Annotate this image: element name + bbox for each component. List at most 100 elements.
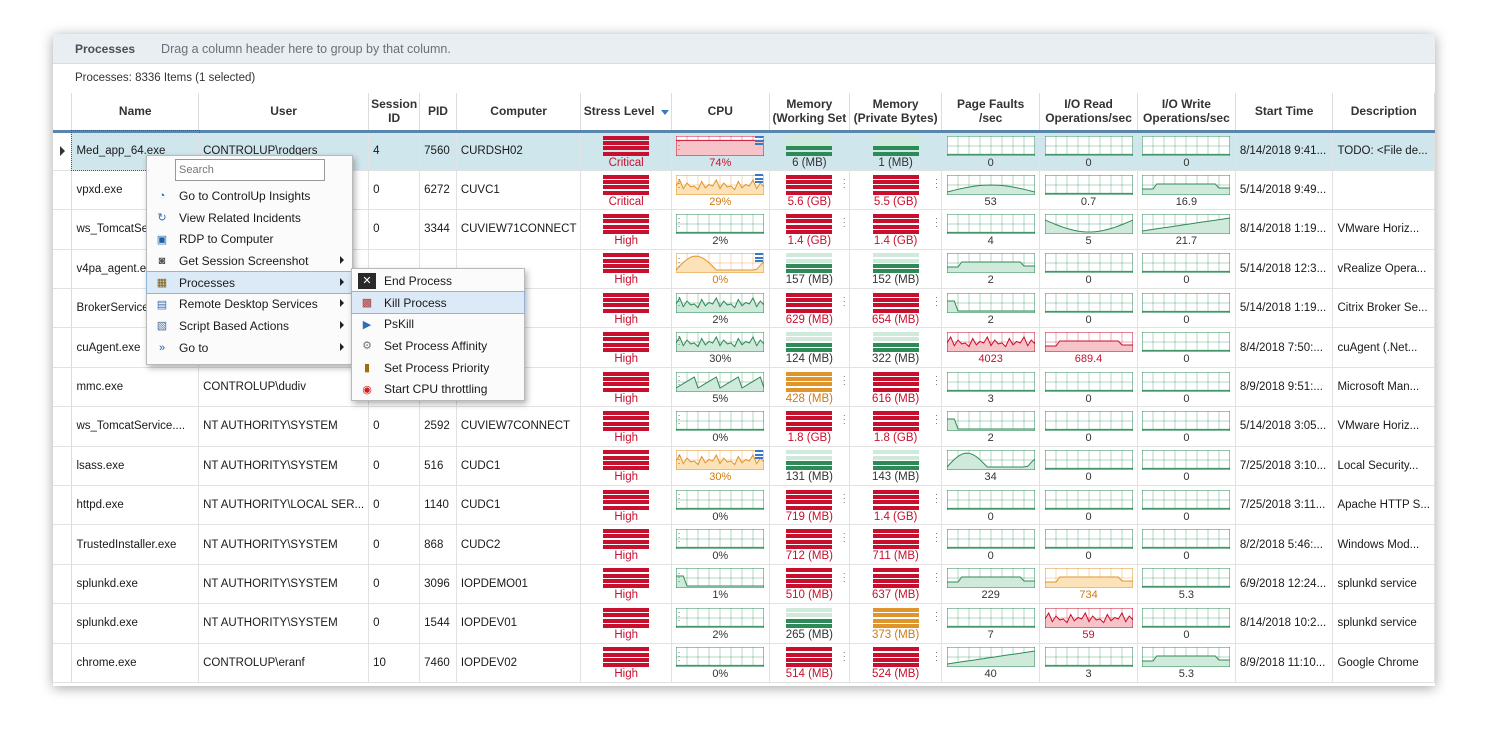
cpu-details-menu-icon[interactable] xyxy=(754,252,763,262)
table-row[interactable]: cuAgent.exe High 30%... 124 (MB) 322 (MB) 402… xyxy=(53,327,1435,368)
memory-private-bytes-more-icon[interactable]: ... xyxy=(935,644,938,663)
stress-level-level-bars xyxy=(603,568,650,589)
group-by-bar[interactable]: Processes Drag a column header here to g… xyxy=(53,34,1435,64)
table-row[interactable]: mmc.exe CONTROLUP\dudiv High 5%... 428 (MB).… xyxy=(53,367,1435,408)
menu-item-label: Script Based Actions xyxy=(179,318,290,333)
column-header-name[interactable]: Name xyxy=(71,93,200,133)
menu-item-processes[interactable]: ▦ Processes xyxy=(146,270,353,295)
menu-item-go-to-controlup-insights[interactable]: ◔ Go to ControlUp Insights xyxy=(147,185,352,207)
column-header-memory-working-set[interactable]: Memory (Working Set xyxy=(769,93,850,133)
menu-item-get-session-screenshot[interactable]: ◙ Get Session Screenshot xyxy=(147,250,352,272)
row-indicator xyxy=(53,367,73,408)
menu-item-pskill[interactable]: ▶ PsKill xyxy=(352,313,524,335)
table-row[interactable]: splunkd.exe NT AUTHORITY\SYSTEM 0 3096 IOPDE… xyxy=(53,564,1435,605)
script-icon: ▧ xyxy=(156,320,168,333)
memory-working-set-more-icon[interactable]: ... xyxy=(842,526,846,545)
sort-desc-icon xyxy=(660,109,669,115)
cpu-more-icon[interactable]: ... xyxy=(677,447,681,466)
memory-working-set-more-icon[interactable]: ... xyxy=(842,487,846,506)
column-header-session-id[interactable]: Session ID xyxy=(368,93,421,133)
memory-private-bytes-more-icon[interactable]: ... xyxy=(935,368,938,387)
column-header-i-o-read-operations-sec[interactable]: I/O Read Operations/sec xyxy=(1039,93,1138,133)
menu-item-end-process[interactable]: ✕ End Process xyxy=(352,270,524,292)
column-header-stress-level[interactable]: Stress Level xyxy=(580,93,672,133)
memory-working-set-more-icon[interactable]: ... xyxy=(842,368,846,387)
cpu-column-cell: 0%... xyxy=(671,643,770,683)
column-header-computer[interactable]: Computer xyxy=(456,93,582,133)
column-header-pid[interactable]: PID xyxy=(419,93,457,133)
table-row[interactable]: splunkd.exe NT AUTHORITY\SYSTEM 0 1544 IOPDE… xyxy=(53,603,1435,644)
table-row[interactable]: ws_TomcatService.... NT AUTHORITY\SYSTEM 0… xyxy=(53,406,1435,447)
cpu-more-icon[interactable]: ... xyxy=(677,368,681,387)
table-row[interactable]: chrome.exe CONTROLUP\eranf 10 7460 IOPDEV02 H… xyxy=(53,643,1435,683)
stress-level-value: High xyxy=(614,234,638,247)
page-faults-sparkline xyxy=(946,607,1035,628)
cpu-more-icon[interactable]: ... xyxy=(677,565,681,584)
cpu-more-icon[interactable]: ... xyxy=(677,487,681,506)
column-header-i-o-write-operations-sec[interactable]: I/O Write Operations/sec xyxy=(1137,93,1236,133)
cpu-trend xyxy=(676,231,765,234)
cpu-more-icon[interactable]: ... xyxy=(677,211,681,230)
menu-item-label: Get Session Screenshot xyxy=(179,253,309,268)
menu-item-rdp-to-computer[interactable]: ▣ RDP to Computer xyxy=(147,228,352,250)
cpu-details-menu-icon[interactable] xyxy=(754,135,763,145)
cpu-more-icon[interactable]: ... xyxy=(677,133,681,152)
cpu-more-icon[interactable]: ... xyxy=(677,171,681,190)
table-row[interactable]: httpd.exe NT AUTHORITY\LOCAL SER... 0 1140 C… xyxy=(53,485,1435,526)
page-faults-trend xyxy=(946,153,1035,156)
menu-item-start-cpu-throttling[interactable]: ◉ Start CPU throttling xyxy=(352,378,524,400)
menu-item-kill-process[interactable]: ▩ Kill Process xyxy=(351,290,525,315)
menu-item-view-related-incidents[interactable]: ↻ View Related Incidents xyxy=(147,207,352,229)
cpu-details-menu-icon[interactable] xyxy=(754,449,763,459)
cpu-more-icon[interactable]: ... xyxy=(677,329,681,348)
memory-private-bytes-more-icon[interactable]: ... xyxy=(935,408,938,427)
memory-private-bytes-more-icon[interactable]: ... xyxy=(935,211,938,230)
cpu-more-icon[interactable]: ... xyxy=(677,250,681,269)
memory-private-bytes-bar-segment xyxy=(872,151,919,156)
menu-item-remote-desktop-services[interactable]: ▤ Remote Desktop Services xyxy=(147,293,352,315)
memory-private-bytes-more-icon[interactable]: ... xyxy=(935,565,938,584)
cpu-more-icon[interactable]: ... xyxy=(677,526,681,545)
menu-item-set-process-affinity[interactable]: ⚙ Set Process Affinity xyxy=(352,335,524,357)
column-header-page-faults-sec[interactable]: Page Faults /sec xyxy=(941,93,1041,133)
memory-working-set-more-icon[interactable]: ... xyxy=(842,211,846,230)
column-header-start-time[interactable]: Start Time xyxy=(1235,93,1334,133)
memory-private-bytes-more-icon[interactable]: ... xyxy=(935,526,938,545)
cpu-more-icon[interactable]: ... xyxy=(677,290,681,309)
memory-private-bytes-more-icon[interactable]: ... xyxy=(935,171,938,190)
column-header-description[interactable]: Description xyxy=(1332,93,1435,133)
column-header-user[interactable]: User xyxy=(198,93,370,133)
memory-private-bytes-more-icon[interactable]: ... xyxy=(935,290,938,309)
column-header-memory-private-bytes[interactable]: Memory (Private Bytes) xyxy=(849,93,943,133)
io-write-sparkline xyxy=(1142,529,1231,550)
menu-item-set-process-priority[interactable]: ▮ Set Process Priority xyxy=(352,357,524,379)
memory-working-set-more-icon[interactable]: ... xyxy=(842,290,846,309)
cpu-more-icon[interactable]: ... xyxy=(677,644,681,663)
page-faults-trend xyxy=(946,336,1035,353)
memory-working-set-column-cell: 510 (MB)... xyxy=(769,564,850,605)
memory-working-set-bar-segment xyxy=(786,579,833,584)
memory-working-set-more-icon[interactable]: ... xyxy=(842,408,846,427)
memory-working-set-more-icon[interactable]: ... xyxy=(842,644,846,663)
memory-working-set-more-icon[interactable]: ... xyxy=(842,565,846,584)
menu-item-script-based-actions[interactable]: ▧ Script Based Actions xyxy=(147,315,352,337)
table-row[interactable]: TrustedInstaller.exe NT AUTHORITY\SYSTEM 0… xyxy=(53,524,1435,565)
table-row[interactable]: lsass.exe NT AUTHORITY\SYSTEM 0 516 CUDC1 Hig… xyxy=(53,446,1435,487)
memory-private-bytes-more-icon[interactable]: ... xyxy=(935,605,938,624)
cpu-value: 0% xyxy=(712,668,729,681)
cpu-more-icon[interactable]: ... xyxy=(677,408,681,427)
io-read-column-cell: 0 xyxy=(1039,524,1138,565)
context-search-input[interactable] xyxy=(175,159,325,181)
cpu-details-menu-icon[interactable] xyxy=(754,173,763,183)
stress-level-cell: High xyxy=(580,249,672,290)
memory-working-set-more-icon[interactable]: ... xyxy=(842,171,846,190)
menu-item-go-to[interactable]: » Go to xyxy=(147,337,352,359)
io-write-cell: 5.3 xyxy=(1142,566,1231,601)
memory-working-set-bar-segment xyxy=(786,292,833,297)
memory-private-bytes-more-icon[interactable]: ... xyxy=(935,487,938,506)
page-faults-sparkline xyxy=(946,410,1035,431)
cpu-more-icon[interactable]: ... xyxy=(677,605,681,624)
page-faults-column-cell: 40 xyxy=(941,643,1041,683)
memory-private-bytes-level-bars xyxy=(872,568,919,589)
column-header-cpu[interactable]: CPU xyxy=(671,93,770,133)
